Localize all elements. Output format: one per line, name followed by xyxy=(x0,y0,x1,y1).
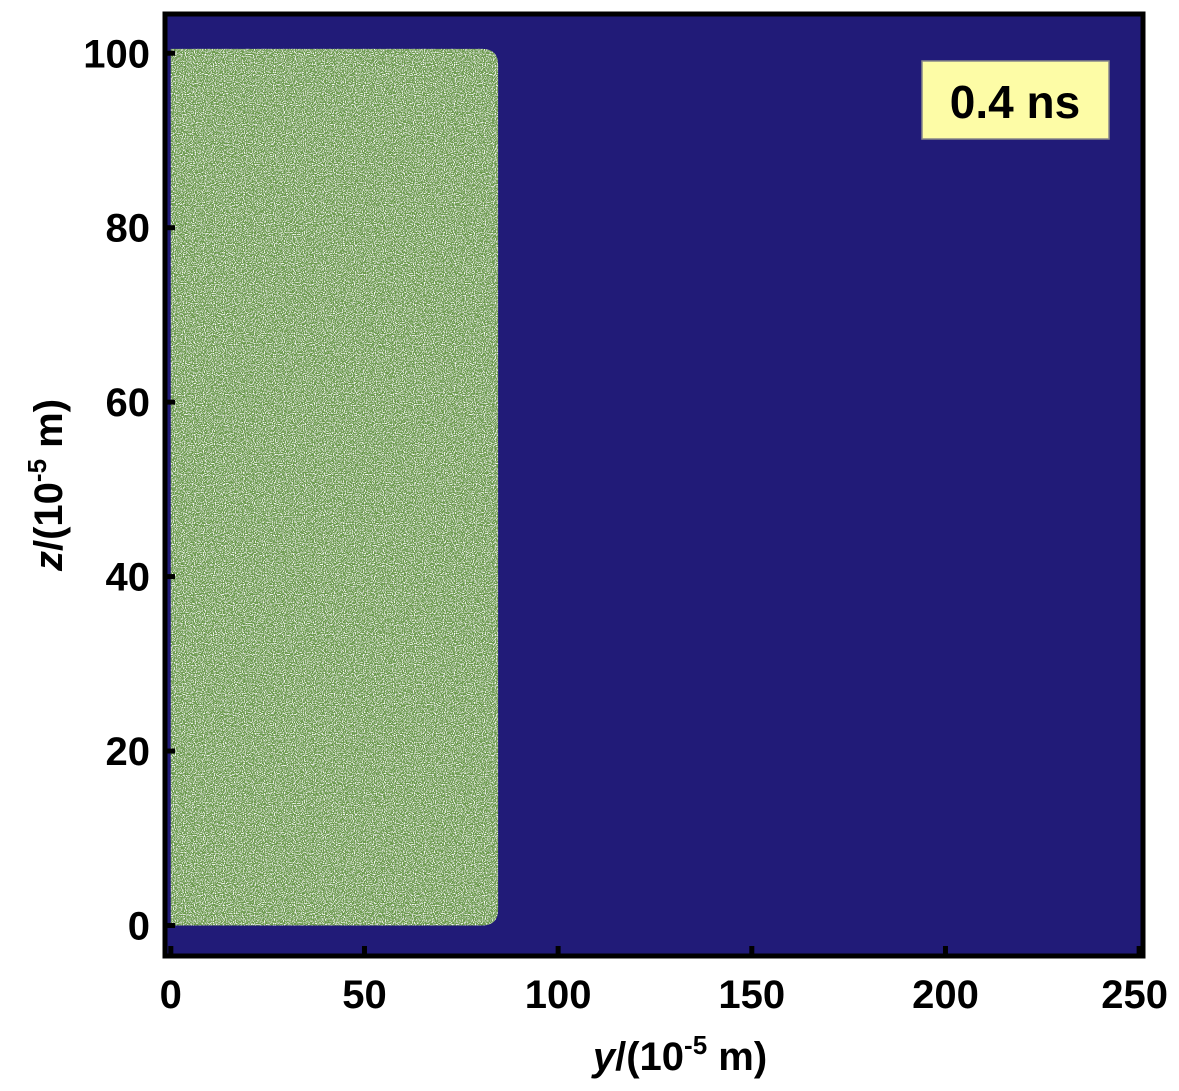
x-axis-label: y/(10-5 m) xyxy=(591,1030,767,1079)
y-tick-label-20: 20 xyxy=(106,730,151,774)
y-tick-label-100: 100 xyxy=(83,32,150,76)
plot-frame xyxy=(162,11,1146,959)
x-tick-label-250: 250 xyxy=(1101,973,1168,1017)
y-axis-label: z/(10-5 m) xyxy=(22,399,71,572)
time-badge-label: 0.4 ns xyxy=(950,76,1080,128)
y-tick-label-60: 60 xyxy=(106,381,151,425)
x-tick-label-0: 0 xyxy=(160,973,182,1017)
x-axis: 0 50 100 150 200 250 xyxy=(160,946,1168,1017)
x-tick-label-150: 150 xyxy=(718,973,785,1017)
time-badge: 0.4 ns xyxy=(921,60,1110,140)
plot-marks xyxy=(170,48,499,926)
x-tick-label-100: 100 xyxy=(525,973,592,1017)
y-axis: 0 20 40 60 80 100 xyxy=(83,32,175,948)
particle-region-0 xyxy=(170,48,499,926)
time-badge-box xyxy=(921,60,1110,140)
x-tick-label-200: 200 xyxy=(912,973,979,1017)
x-tick-label-50: 50 xyxy=(342,973,387,1017)
y-tick-label-0: 0 xyxy=(128,904,150,948)
y-tick-label-80: 80 xyxy=(106,207,151,251)
y-tick-label-40: 40 xyxy=(106,556,151,600)
